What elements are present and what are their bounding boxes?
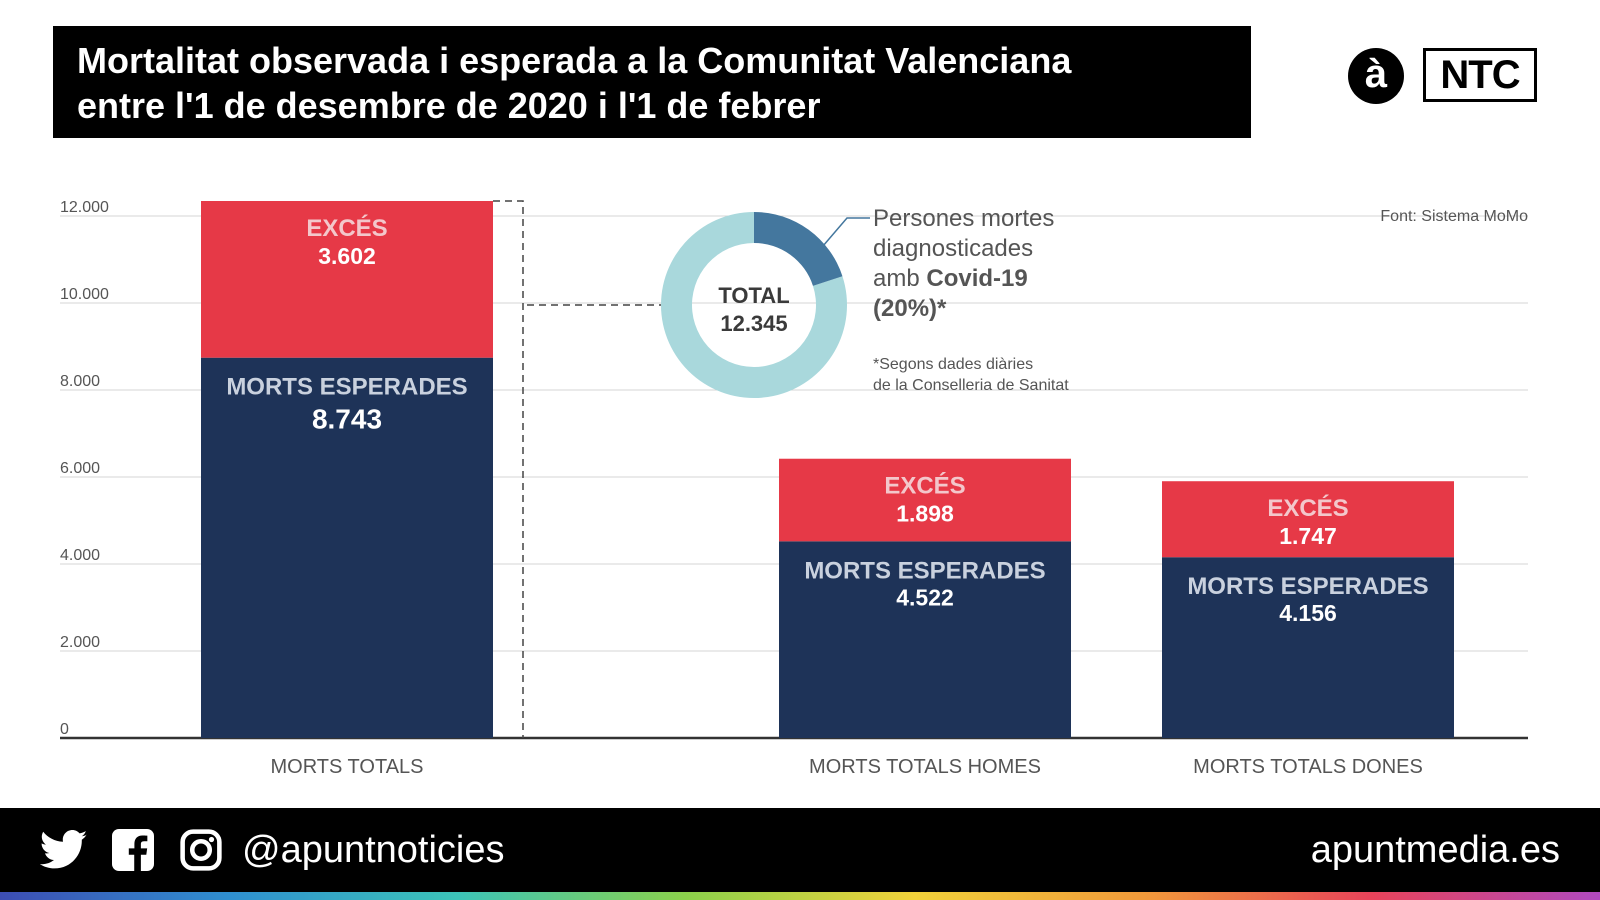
bar-excess-0 [201,200,493,358]
y-tick-label: 4.000 [60,547,100,564]
y-tick-label: 6.000 [60,460,100,477]
bar-expected-1 [779,541,1071,738]
y-tick-label: 8.000 [60,373,100,390]
y-axis-ticks: 0 2.000 4.000 6.000 8.000 10.000 12.000 [60,199,109,738]
expected-label: MORTS ESPERADES [804,557,1045,584]
title-banner: Mortalitat observada i esperada a la Com… [53,26,1251,138]
donut-center-value: 12.345 [720,311,787,336]
category-label: MORTS TOTALS DONES [1193,756,1423,778]
excess-label: EXCÉS [306,214,387,242]
donut-chart: TOTAL 12.345 [660,212,847,398]
source-label: Font: Sistema MoMo [1380,208,1528,225]
expected-value: 4.522 [896,584,954,610]
annotation-prefix: amb [873,265,926,292]
ntc-logo: NTC [1423,48,1537,102]
footnote-line-2: de la Conselleria de Sanitat [873,377,1069,394]
y-tick-label: 0 [60,721,69,738]
footnote-line-1: *Segons dades diàries [873,356,1033,373]
expected-label: MORTS ESPERADES [226,374,467,401]
bar-excess-1 [779,458,1071,542]
title-line-1: Mortalitat observada i esperada a la Com… [77,40,1072,81]
excess-value: 1.747 [1279,523,1337,549]
annotation-pct: (20%)* [873,295,947,322]
rainbow-stripe [0,892,1600,900]
y-tick-label: 2.000 [60,634,100,651]
website-link[interactable]: apuntmedia.es [1310,829,1560,871]
bar-expected-2 [1162,557,1454,738]
excess-value: 1.898 [896,501,954,527]
facebook-icon[interactable] [112,808,154,892]
donut-slice-rest [660,212,847,398]
instagram-icon[interactable] [180,808,222,892]
annotation-line-3: amb Covid-19 [873,265,1028,292]
y-tick-label: 12.000 [60,199,109,216]
category-label: MORTS TOTALS [271,756,424,778]
twitter-icon[interactable] [40,808,88,892]
donut-slice-covid [754,212,843,286]
excess-label: EXCÉS [1267,494,1348,522]
annotation-line-1: Persones mortes [873,205,1054,232]
excess-label: EXCÉS [884,472,965,500]
bar-excess-2 [1162,481,1454,558]
excess-value: 3.602 [318,243,376,269]
annotation-covid: Covid-19 [926,265,1027,292]
donut-center-label: TOTAL [718,283,789,308]
title-line-2: entre l'1 de desembre de 2020 i l'1 de f… [77,85,821,126]
category-label: MORTS TOTALS HOMES [809,756,1041,778]
donut-callout-line [822,217,870,247]
annotation-line-2: diagnosticades [873,235,1033,262]
expected-value: 4.156 [1279,600,1337,626]
dashed-connector [493,200,524,738]
apunt-logo: à [1348,48,1404,104]
footer-bar: @apuntnoticies apuntmedia.es [0,808,1600,892]
expected-label: MORTS ESPERADES [1187,573,1428,600]
y-tick-label: 10.000 [60,286,109,303]
expected-value: 8.743 [312,404,382,435]
bar-expected-0 [201,357,493,738]
category-labels: MORTS TOTALS MORTS TOTALS HOMES MORTS TOTA… [271,756,1423,778]
social-handle[interactable]: @apuntnoticies [242,829,505,871]
